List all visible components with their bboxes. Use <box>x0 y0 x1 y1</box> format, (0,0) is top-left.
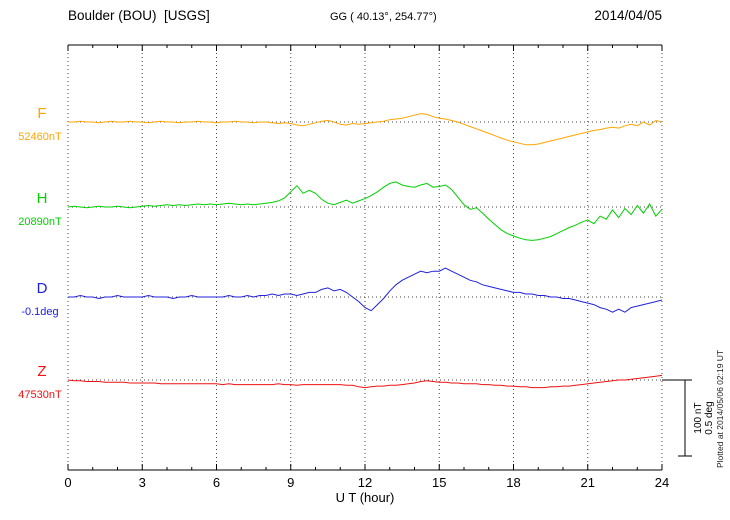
x-tick-label: 24 <box>655 475 669 490</box>
trace-F <box>68 113 663 146</box>
series-value-Z: 47530nT <box>18 389 62 401</box>
series-label-Z: Z <box>37 363 46 380</box>
x-tick-label: 3 <box>139 475 146 490</box>
scalebar-label-deg: 0.5 deg <box>704 401 715 434</box>
plot-date: 2014/04/05 <box>594 8 662 23</box>
series-label-D: D <box>37 280 48 297</box>
series-value-H: 20890nT <box>18 216 62 228</box>
scalebar-label-nt: 100 nT <box>693 402 704 433</box>
x-tick-label: 6 <box>213 475 220 490</box>
series-label-F: F <box>37 105 46 122</box>
x-tick-label: 15 <box>432 475 446 490</box>
x-tick-label: 21 <box>581 475 595 490</box>
series-label-H: H <box>37 190 48 207</box>
trace-D <box>68 267 663 313</box>
station-title: Boulder (BOU) [USGS] <box>68 8 210 23</box>
plotted-at-note: Plotted at 2014/05/06 02:19 UT <box>715 350 725 468</box>
geographic-coordinates: GG ( 40.13°, 254.77°) <box>330 11 437 23</box>
x-tick-label: 18 <box>506 475 520 490</box>
trace-Z <box>67 374 663 389</box>
x-tick-label: 0 <box>64 475 71 490</box>
series-value-D: -0.1deg <box>21 306 58 318</box>
series-value-F: 52460nT <box>18 131 62 143</box>
x-tick-label: 12 <box>358 475 372 490</box>
x-axis-label: U T (hour) <box>335 490 395 505</box>
trace-H <box>67 181 663 241</box>
x-tick-label: 9 <box>287 475 294 490</box>
